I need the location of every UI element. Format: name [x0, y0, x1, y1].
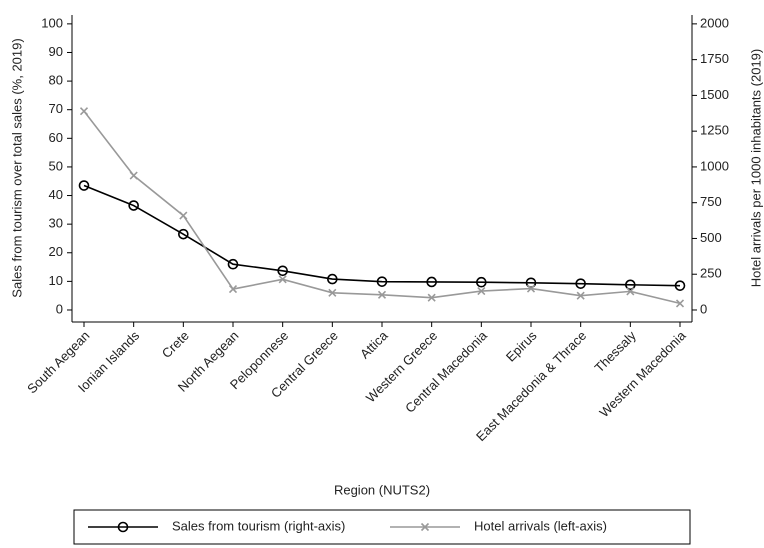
y2-tick-label: 1250: [700, 123, 729, 138]
point: [674, 280, 686, 291]
point: [626, 287, 635, 296]
point: [228, 285, 238, 294]
point: [575, 278, 586, 289]
point: [526, 284, 536, 293]
legend-marker: [420, 522, 430, 532]
y-tick-label: 0: [56, 301, 63, 316]
y-tick-label: 20: [49, 244, 63, 259]
y-tick-label: 80: [49, 73, 63, 88]
y-tick-label: 30: [49, 216, 63, 231]
x-axis-title: Region (NUTS2): [334, 482, 430, 497]
y2-tick-label: 0: [700, 301, 707, 316]
y2-tick-label: 250: [700, 266, 722, 281]
point: [128, 200, 139, 211]
series-line: [83, 184, 681, 287]
y2-tick-label: 2000: [700, 15, 729, 30]
point: [278, 275, 287, 284]
point: [277, 265, 288, 277]
y-axis-title: Sales from tourism over total sales (%, …: [9, 38, 24, 297]
point: [377, 290, 387, 299]
y-tick-label: 50: [49, 158, 63, 173]
point: [227, 258, 239, 270]
point: [179, 211, 188, 220]
y2-tick-label: 1500: [700, 87, 729, 102]
legend-label: Sales from tourism (right-axis): [172, 518, 345, 533]
point: [576, 291, 585, 300]
y2-tick-label: 750: [700, 194, 722, 209]
y2-axis-title: Hotel arrivals per 1000 inhabitants (201…: [748, 49, 763, 287]
point: [477, 287, 486, 296]
legend-box: [73, 509, 691, 545]
y-tick-label: 40: [49, 187, 63, 202]
point: [129, 171, 138, 180]
legend-label: Hotel arrivals (left-axis): [474, 518, 607, 533]
y2-tick-label: 1750: [700, 51, 729, 66]
point: [525, 277, 537, 289]
point: [427, 293, 436, 302]
y-tick-label: 60: [49, 130, 63, 145]
point: [178, 228, 189, 240]
point: [426, 276, 437, 288]
y2-tick-label: 1000: [700, 158, 729, 173]
point: [376, 276, 388, 287]
point: [675, 299, 685, 308]
point: [476, 276, 487, 288]
legend-marker: [117, 521, 129, 533]
y-tick-label: 90: [49, 44, 63, 59]
point: [327, 273, 338, 285]
y-tick-label: 10: [49, 273, 63, 288]
point: [78, 180, 90, 191]
y-tick-label: 70: [49, 101, 63, 116]
y-tick-label: 100: [41, 15, 63, 30]
point: [625, 279, 636, 291]
point: [328, 288, 337, 297]
point: [79, 107, 89, 116]
y2-tick-label: 500: [700, 230, 722, 245]
